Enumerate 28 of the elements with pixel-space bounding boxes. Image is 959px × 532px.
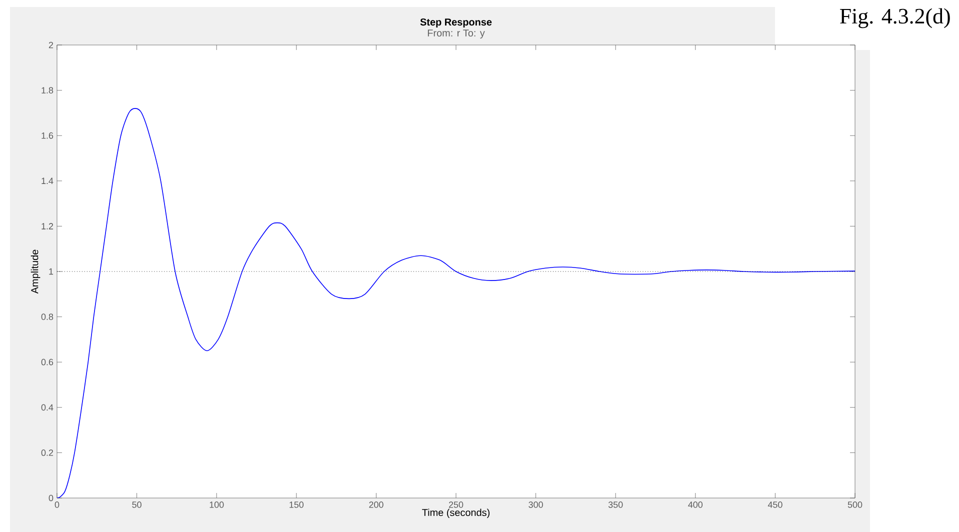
- y-tick-label: 1: [49, 268, 54, 275]
- y-tick-label: 0.6: [41, 358, 54, 366]
- x-tick-label: 50: [132, 502, 142, 508]
- y-tick-label: 0.8: [41, 314, 54, 320]
- y-tick-label: 2: [48, 42, 54, 48]
- chart-title: Step Response: [420, 18, 492, 28]
- chart-subtitle: From: r To: y: [428, 30, 485, 38]
- y-axis-title: Amplitude: [30, 250, 40, 294]
- x-tick-label: 300: [528, 502, 543, 508]
- x-tick-label: 500: [848, 502, 862, 508]
- x-tick-label: 350: [608, 502, 623, 508]
- x-tick-label: 200: [369, 502, 384, 508]
- x-tick-label: 250: [448, 502, 464, 508]
- y-tick-label: 1.6: [42, 132, 54, 139]
- x-tick-label: 450: [768, 502, 782, 508]
- y-tick-label: 0.4: [41, 404, 54, 411]
- x-tick-label: 100: [210, 502, 224, 508]
- y-tick-label: 0: [48, 494, 54, 502]
- y-tick-label: 1.2: [42, 223, 54, 230]
- y-tick-label: 1.8: [42, 87, 54, 94]
- x-axis-title: Time (seconds): [422, 508, 490, 518]
- x-tick-label: 150: [290, 502, 304, 508]
- x-tick-label: 400: [688, 502, 703, 508]
- caption: Fig. 4.3.2(d): [840, 8, 950, 28]
- y-tick-label: 0.2: [41, 450, 54, 456]
- y-tick-label: 1.4: [42, 178, 54, 184]
- x-tick-label: 0: [54, 502, 60, 508]
- line-series: [57, 108, 856, 498]
